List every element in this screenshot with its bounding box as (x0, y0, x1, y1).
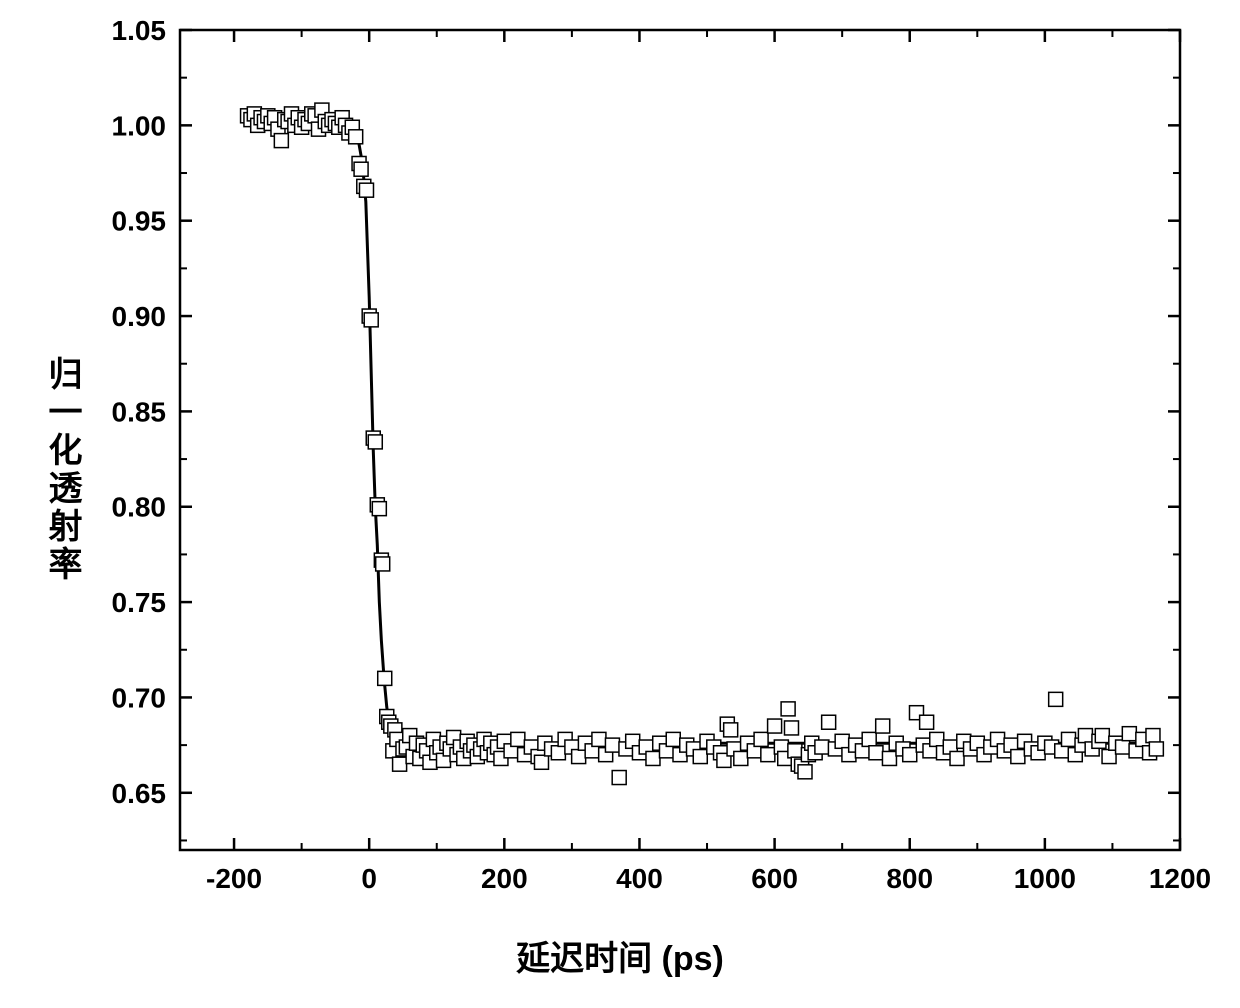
y-tick-label: 0.80 (112, 492, 167, 523)
fit-line (248, 122, 1160, 746)
data-marker (1095, 729, 1109, 743)
x-tick-label: -200 (206, 863, 262, 894)
x-tick-label: 0 (361, 863, 377, 894)
data-marker (761, 748, 775, 762)
x-tick-label: 1200 (1149, 863, 1211, 894)
y-tick-label: 0.85 (112, 396, 167, 427)
y-tick-label: 1.05 (112, 15, 167, 46)
data-marker (359, 183, 373, 197)
y-tick-label: 1.00 (112, 110, 167, 141)
data-marker (788, 744, 802, 758)
data-marker (1011, 750, 1025, 764)
data-marker (368, 435, 382, 449)
data-marker (393, 757, 407, 771)
data-marker (1078, 729, 1092, 743)
data-marker (354, 162, 368, 176)
data-marker (693, 750, 707, 764)
data-marker (666, 732, 680, 746)
data-marker (378, 671, 392, 685)
data-marker (1146, 729, 1160, 743)
data-marker (572, 750, 586, 764)
chart-container: -200 0 200 400 600 800 1000 1200 0.65 0.70 0.75 0.8… (0, 0, 1240, 1008)
data-marker (1049, 692, 1063, 706)
data-marker (781, 702, 795, 716)
data-marker (768, 719, 782, 733)
x-tick-label: 800 (886, 863, 933, 894)
data-marker (734, 751, 748, 765)
data-marker (274, 134, 288, 148)
data-marker (754, 732, 768, 746)
x-tick-label: 400 (616, 863, 663, 894)
data-marker (862, 732, 876, 746)
data-marker (724, 723, 738, 737)
y-tick-label: 0.70 (112, 682, 167, 713)
y-tick-label: 0.90 (112, 301, 167, 332)
data-marker (835, 734, 849, 748)
data-marker (876, 719, 890, 733)
x-tick-label: 600 (751, 863, 798, 894)
data-marker (1116, 740, 1130, 754)
y-tick-label: 0.65 (112, 778, 167, 809)
y-axis-label: 归一化透射率 (38, 356, 87, 584)
y-tick-label: 0.75 (112, 587, 167, 618)
y-tick-label: 0.95 (112, 206, 167, 237)
x-tick-label: 200 (481, 863, 528, 894)
data-marker (349, 130, 363, 144)
data-marker (646, 751, 660, 765)
data-marker (815, 740, 829, 754)
data-marker (364, 313, 378, 327)
data-marker (1062, 732, 1076, 746)
x-tick-label: 1000 (1014, 863, 1076, 894)
data-marker (784, 721, 798, 735)
data-marker (1122, 727, 1136, 741)
data-marker (612, 771, 626, 785)
data-marker (798, 765, 812, 779)
data-marker (605, 738, 619, 752)
data-marker (372, 502, 386, 516)
data-marker (1149, 742, 1163, 756)
data-marker (903, 748, 917, 762)
x-axis-label: 延迟时间 (ps) (516, 931, 724, 980)
data-marker (950, 751, 964, 765)
data-marker (511, 732, 525, 746)
data-marker (592, 732, 606, 746)
data-marker (1102, 750, 1116, 764)
data-marker (920, 715, 934, 729)
data-marker (376, 557, 390, 571)
data-marker (869, 746, 883, 760)
data-marker (822, 715, 836, 729)
data-marker (882, 751, 896, 765)
data-marker (551, 746, 565, 760)
data-marker (930, 732, 944, 746)
data-marker (534, 755, 548, 769)
chart-svg: -200 0 200 400 600 800 1000 1200 0.65 0.70 0.75 0.8… (0, 0, 1240, 1008)
